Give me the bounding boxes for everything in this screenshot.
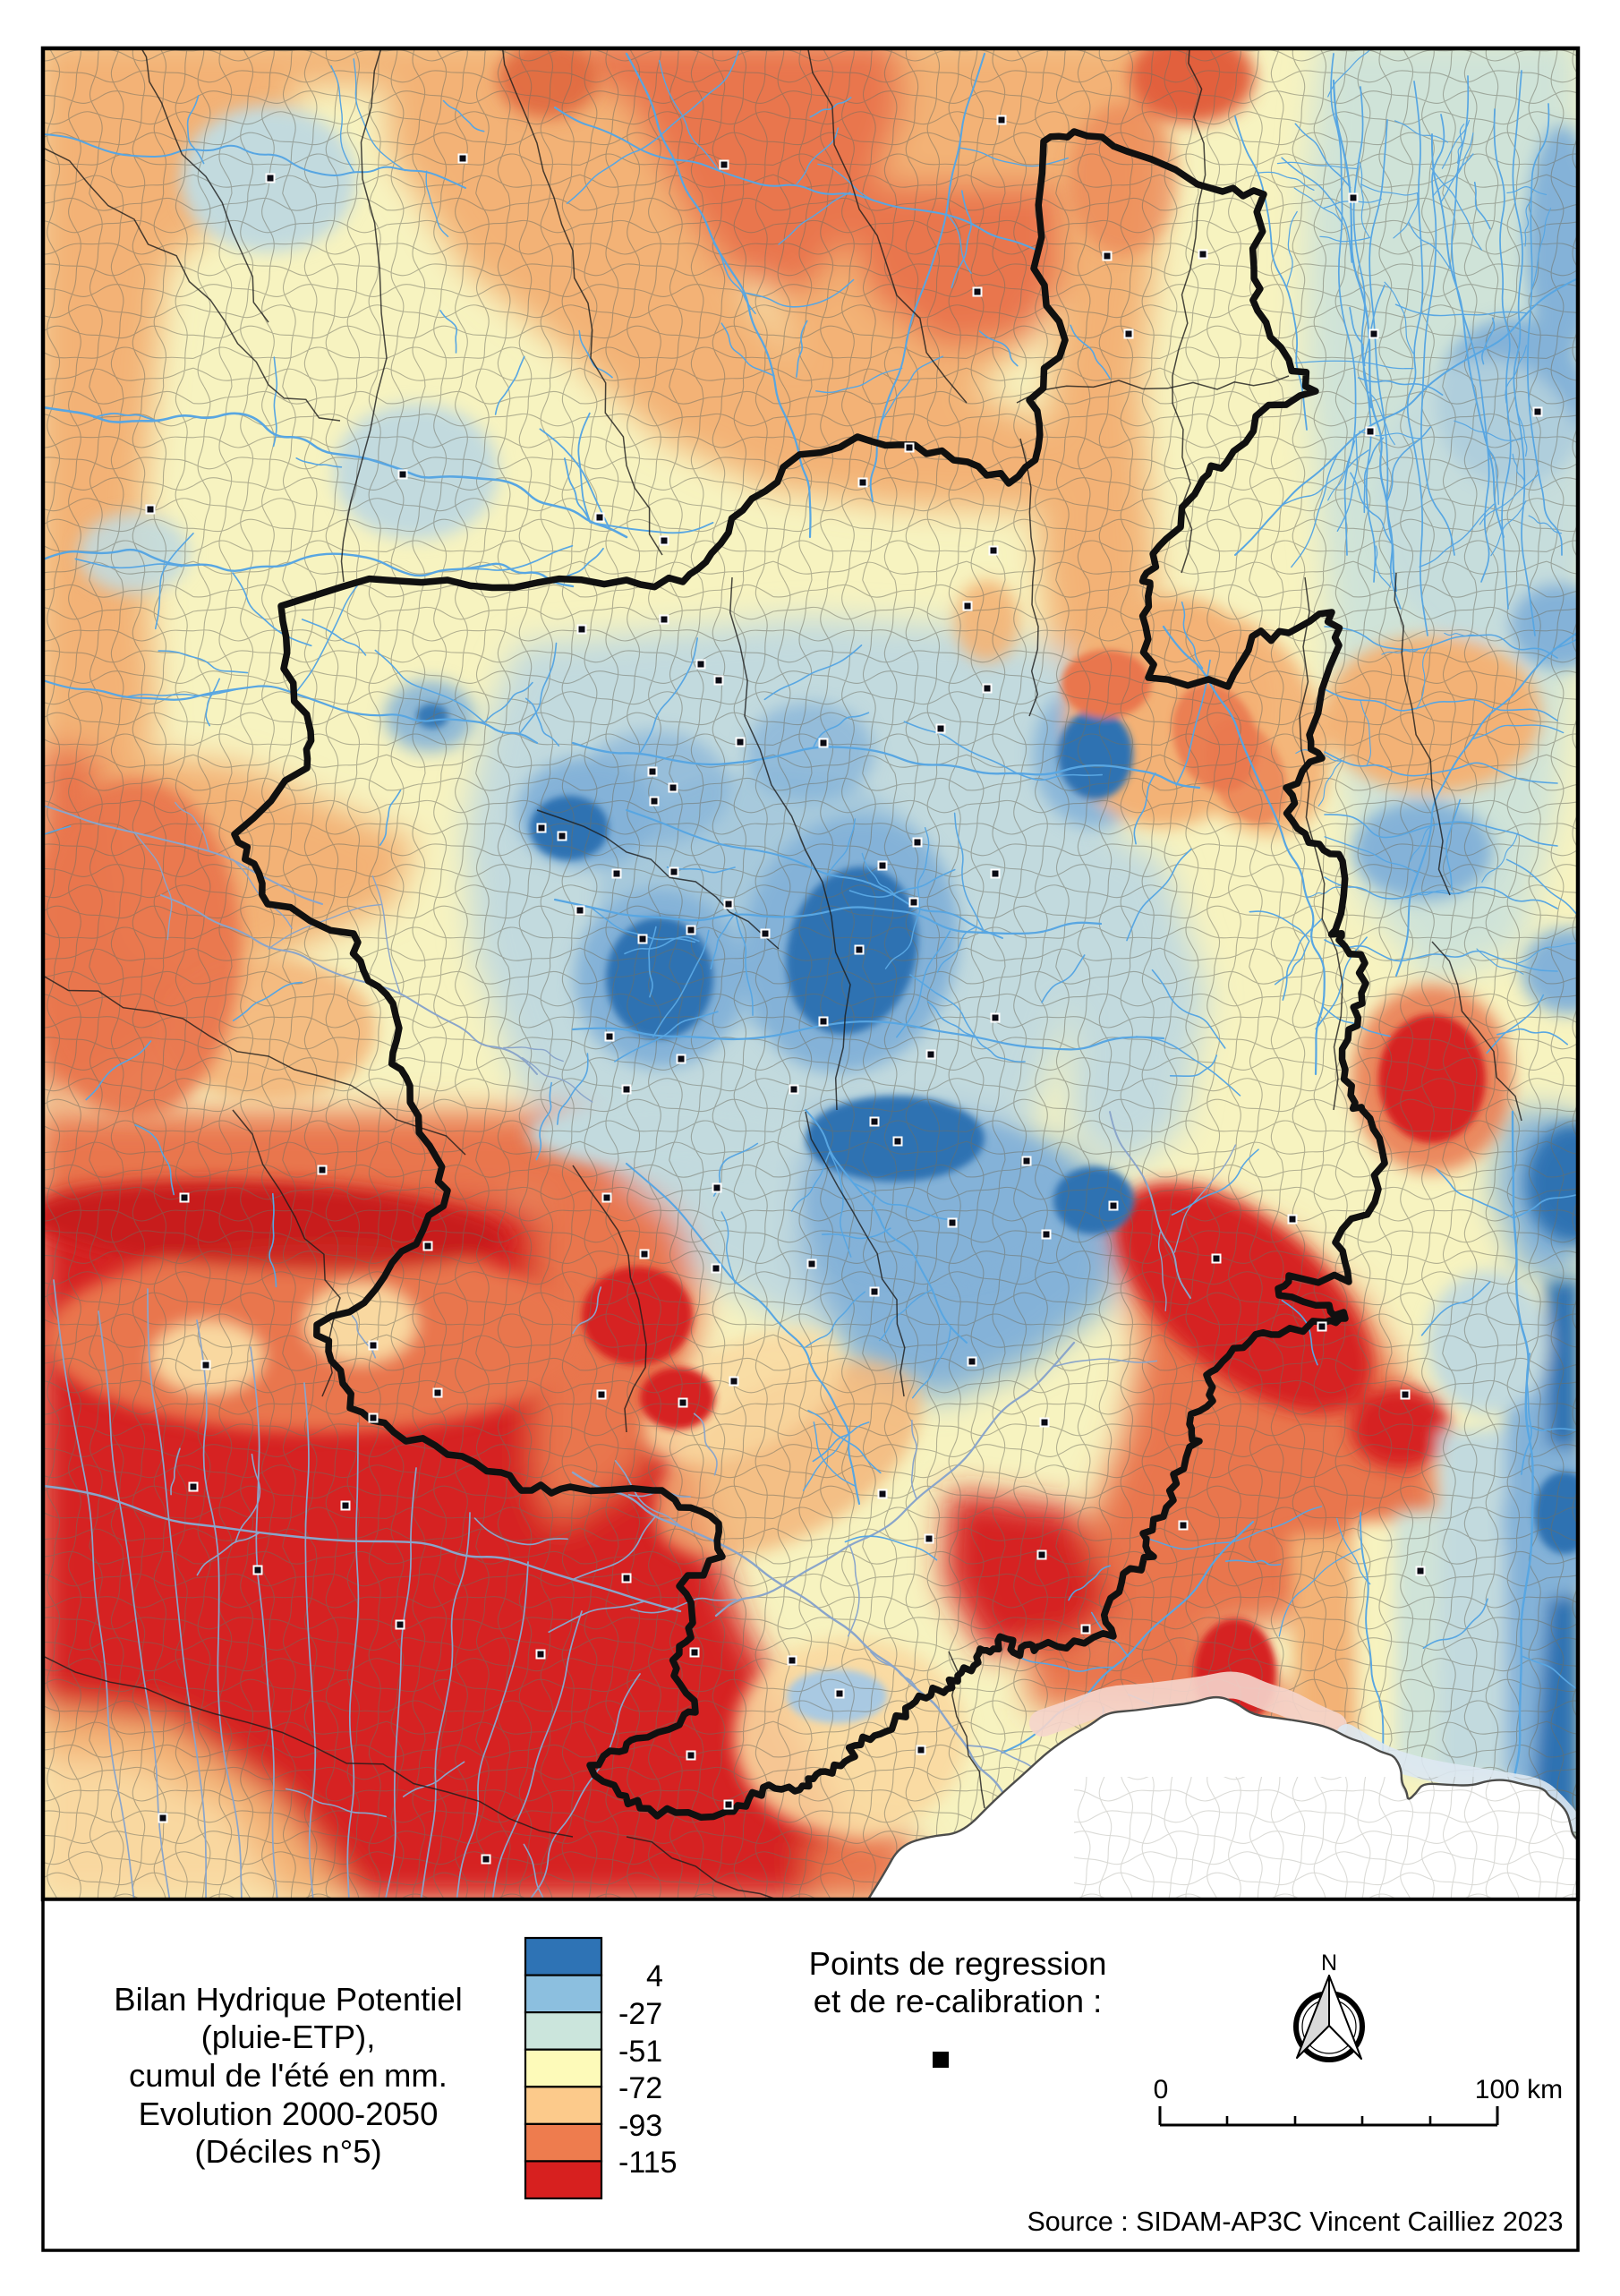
svg-text:cumul de l'été en mm.: cumul de l'été en mm. <box>129 2057 448 2094</box>
svg-text:0: 0 <box>1154 2075 1169 2104</box>
svg-text:et de re-calibration :: et de re-calibration : <box>814 1983 1103 2019</box>
svg-text:-115: -115 <box>618 2146 678 2180</box>
svg-text:-93: -93 <box>618 2109 662 2143</box>
svg-text:Source : SIDAM-AP3C Vincent Ca: Source : SIDAM-AP3C Vincent Cailliez 202… <box>1027 2206 1563 2237</box>
svg-text:(pluie-ETP),: (pluie-ETP), <box>201 2019 376 2055</box>
svg-text:-27: -27 <box>618 1997 662 2031</box>
svg-text:N: N <box>1321 1950 1337 1976</box>
svg-text:Evolution 2000-2050: Evolution 2000-2050 <box>139 2095 439 2132</box>
svg-text:Points de regression: Points de regression <box>809 1945 1107 1982</box>
svg-text:4: 4 <box>646 1959 663 1993</box>
svg-text:(Déciles n°5): (Déciles n°5) <box>194 2133 381 2170</box>
svg-text:-51: -51 <box>618 2035 662 2069</box>
svg-text:Bilan Hydrique Potentiel: Bilan Hydrique Potentiel <box>114 1981 463 2018</box>
svg-text:100 km: 100 km <box>1475 2075 1563 2104</box>
svg-text:-72: -72 <box>618 2071 662 2105</box>
